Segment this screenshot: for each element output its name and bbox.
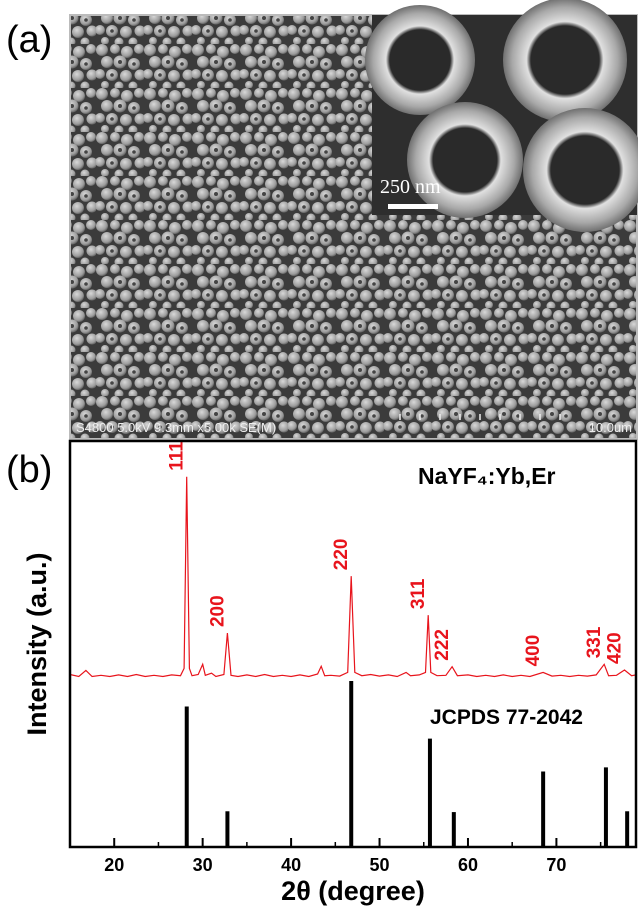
series-label: NaYF₄:Yb,Er — [418, 463, 556, 489]
hollow-sphere — [407, 102, 523, 218]
hollow-sphere — [365, 5, 475, 115]
sem-scale-ticks — [399, 414, 561, 420]
scale-bar — [388, 204, 438, 209]
x-axis-label: 2θ (degree) — [281, 876, 425, 906]
peak-label: 111 — [167, 441, 188, 471]
sem-scale: 10.0um — [589, 420, 632, 435]
x-tick-label: 50 — [370, 855, 390, 875]
panel-label: (a) — [6, 19, 52, 61]
peak-label: 200 — [207, 595, 228, 627]
x-tick-label: 60 — [458, 855, 478, 875]
hollow-sphere — [523, 108, 638, 232]
panel-label: (b) — [6, 449, 52, 491]
peak-label: 222 — [432, 629, 453, 661]
peak-label: 331 — [584, 626, 605, 658]
x-tick-label: 20 — [104, 855, 124, 875]
series-label: JCPDS 77-2042 — [430, 706, 583, 729]
hollow-sphere — [503, 0, 627, 122]
plot-frame — [68, 439, 638, 849]
inset-scale: 250 nm — [380, 176, 441, 198]
peak-label: 420 — [605, 632, 626, 664]
peak-label: 311 — [408, 578, 429, 609]
peak-label: 400 — [523, 635, 544, 667]
x-tick-label: 30 — [193, 855, 213, 875]
x-tick-label: 70 — [546, 855, 566, 875]
x-tick-label: 40 — [281, 855, 301, 875]
peak-label: 220 — [331, 538, 352, 570]
sem-info: S4800 5.0kV 9.3mm x5.00k SE(M) — [76, 420, 276, 435]
xrd-line — [69, 476, 637, 678]
y-axis-label: Intensity (a.u.) — [22, 552, 52, 735]
